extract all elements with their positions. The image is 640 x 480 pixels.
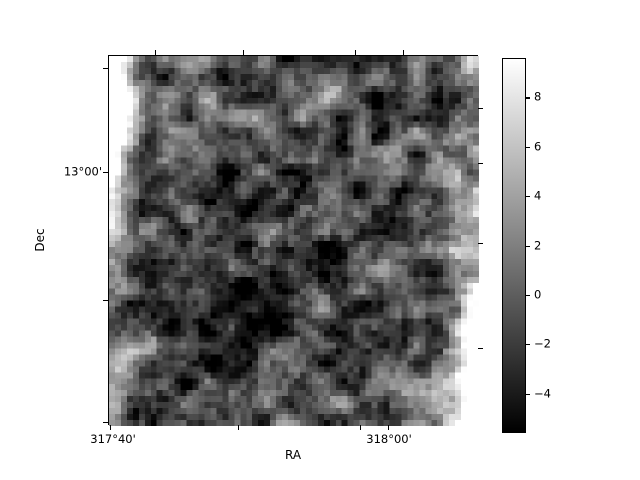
y-axis-tick-right: [478, 163, 483, 165]
x-axis-tick-top: [403, 50, 405, 55]
colorbar-tick-label: −2: [534, 336, 551, 351]
x-axis-tick-top: [355, 50, 357, 55]
y-axis-tick-right: [478, 348, 483, 350]
y-axis-tick-left: [103, 300, 108, 302]
x-axis-tick-label: 318°00': [366, 432, 412, 446]
x-axis-tick-top: [243, 50, 245, 55]
x-axis-tick-bottom: [388, 425, 390, 430]
y-axis-tick-right: [478, 108, 483, 110]
colorbar-gradient: [502, 58, 526, 433]
y-axis-tick-left: [103, 172, 108, 174]
colorbar-tick: [526, 196, 530, 198]
colorbar-tick: [526, 393, 530, 395]
y-axis-tick-left: [103, 422, 108, 424]
y-axis-tick-left: [103, 68, 108, 70]
colorbar-tick: [526, 97, 530, 99]
y-axis-tick-label: 13°00': [63, 164, 102, 179]
x-axis-label: RA: [284, 448, 302, 462]
colorbar-tick: [526, 344, 530, 346]
colorbar-tick-label: 6: [534, 139, 542, 154]
y-axis-tick-right: [478, 243, 483, 245]
colorbar-tick: [526, 146, 530, 149]
sky-image-axes[interactable]: [108, 55, 479, 426]
colorbar-tick-label: −4: [534, 385, 551, 400]
x-axis-tick-bottom: [360, 425, 362, 430]
colorbar-tick: [526, 294, 530, 297]
colorbar-tick-label: 8: [534, 89, 542, 104]
y-axis-label: Dec: [33, 228, 47, 252]
colorbar-tick-label: 2: [534, 237, 542, 252]
x-axis-tick-bottom: [238, 425, 240, 430]
x-axis-tick-bottom: [110, 425, 112, 430]
x-axis-tick-top: [155, 50, 157, 55]
colorbar-tick-label: 4: [534, 188, 542, 203]
sky-image[interactable]: [109, 56, 479, 426]
x-axis-tick-label: 317°40': [90, 432, 136, 446]
colorbar-tick-label: 0: [534, 287, 542, 302]
colorbar-tick: [526, 245, 530, 247]
colorbar[interactable]: 8 6 4 2 0 −2 −4: [502, 58, 551, 433]
